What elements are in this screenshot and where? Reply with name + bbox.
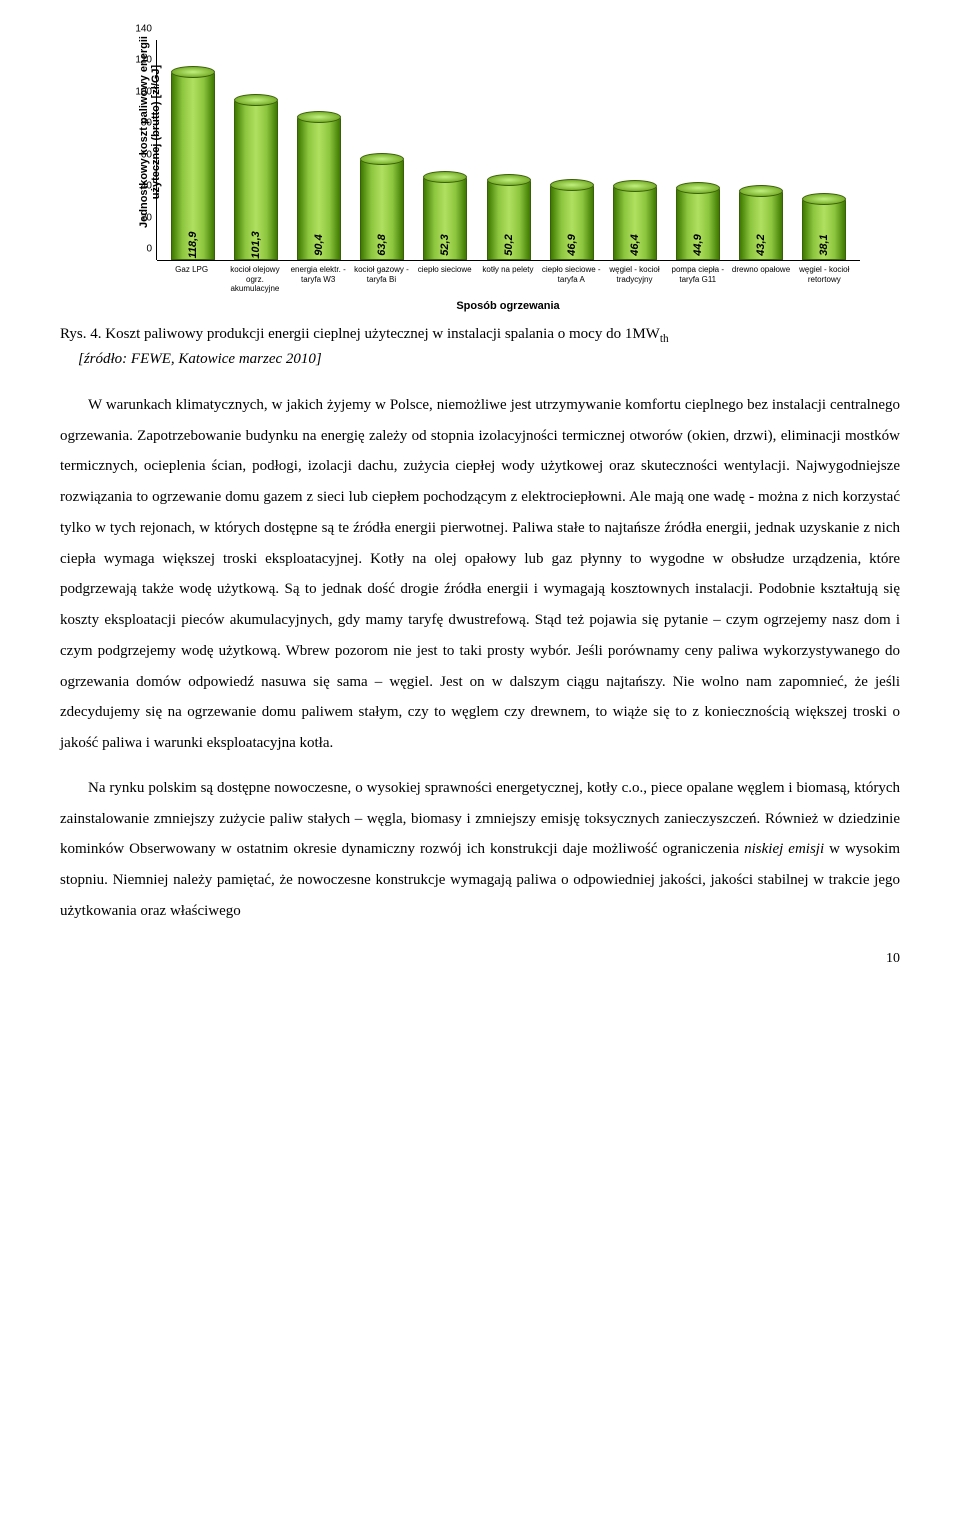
x-category-label: drewno opałowe (729, 265, 792, 294)
figure-caption: Rys. 4. Koszt paliwowy produkcji energii… (60, 326, 900, 345)
bar-slot: 63,8 (351, 40, 414, 260)
y-tick: 80 (141, 118, 152, 129)
bar: 43,2 (739, 190, 783, 260)
y-tick: 100 (135, 86, 152, 97)
x-category-label: węgiel - kocioł tradycyjny (603, 265, 666, 294)
y-axis: 020406080100120140 (128, 40, 157, 260)
y-axis-label-column: Jednostkowy koszt paliwowy energii użyte… (100, 40, 128, 261)
bar: 38,1 (802, 198, 846, 260)
bar-slot: 90,4 (287, 40, 350, 260)
bar-value-label: 44,9 (692, 234, 704, 255)
bar: 46,9 (550, 184, 594, 260)
bar-value-label: 43,2 (755, 234, 767, 255)
x-category-label: kocioł gazowy - taryfa Bi (350, 265, 413, 294)
x-category-label: węgiel - kocioł retortowy (793, 265, 856, 294)
plot-area: 118,9 101,3 90,4 63,8 52,3 50,2 46,9 46,4 44,9 43… (157, 40, 860, 261)
bar-value-label: 46,9 (566, 234, 578, 255)
y-tick: 140 (135, 24, 152, 35)
bar-value-label: 63,8 (376, 234, 388, 255)
bar-value-label: 38,1 (818, 234, 830, 255)
x-axis-title: Sposób ogrzewania (156, 300, 860, 312)
bar-slot: 118,9 (161, 40, 224, 260)
bar-slot: 101,3 (224, 40, 287, 260)
paragraph-2: Na rynku polskim są dostępne nowoczesne,… (60, 773, 900, 927)
bar-slot: 38,1 (793, 40, 856, 260)
x-category-label: ciepło sieciowe - taryfa A (540, 265, 603, 294)
x-category-label: pompa ciepła - taryfa G11 (666, 265, 729, 294)
paragraph-1: W warunkach klimatycznych, w jakich żyje… (60, 390, 900, 759)
figure-number: Rys. 4. (60, 326, 102, 342)
body-text: W warunkach klimatycznych, w jakich żyje… (60, 390, 900, 927)
x-category-label: Gaz LPG (160, 265, 223, 294)
bar: 90,4 (297, 116, 341, 260)
page-number: 10 (60, 951, 900, 967)
paragraph-2-emph: niskiej emisji (744, 841, 824, 857)
bar-slot: 43,2 (730, 40, 793, 260)
y-tick: 0 (146, 244, 152, 255)
figure-source: [źródło: FEWE, Katowice marzec 2010] (78, 351, 900, 368)
bar-slot: 44,9 (667, 40, 730, 260)
bar-value-label: 50,2 (503, 234, 515, 255)
figure-caption-text: Koszt paliwowy produkcji energii cieplne… (105, 326, 660, 342)
bar-chart: Jednostkowy koszt paliwowy energii użyte… (100, 40, 860, 312)
bar-value-label: 118,9 (187, 232, 199, 259)
figure-caption-sub: th (660, 333, 669, 345)
bar-value-label: 46,4 (629, 234, 641, 255)
bar-slot: 52,3 (414, 40, 477, 260)
x-category-label: energia elektr. - taryfa W3 (287, 265, 350, 294)
bar: 44,9 (676, 187, 720, 260)
bar: 52,3 (423, 176, 467, 260)
bar-value-label: 52,3 (439, 234, 451, 255)
y-tick: 40 (141, 181, 152, 192)
y-tick: 120 (135, 55, 152, 66)
bar: 101,3 (234, 99, 278, 260)
bar: 63,8 (360, 158, 404, 260)
bar-slot: 46,4 (603, 40, 666, 260)
y-tick: 20 (141, 212, 152, 223)
x-axis-labels: Gaz LPGkocioł olejowy ogrz. akumulacyjne… (156, 261, 860, 294)
x-category-label: kotły na pelety (476, 265, 539, 294)
x-category-label: kocioł olejowy ogrz. akumulacyjne (223, 265, 286, 294)
x-category-label: ciepło sieciowe (413, 265, 476, 294)
bar: 118,9 (171, 71, 215, 260)
bar-value-label: 101,3 (250, 231, 262, 259)
y-tick: 60 (141, 149, 152, 160)
bar: 46,4 (613, 185, 657, 260)
bar-slot: 50,2 (477, 40, 540, 260)
bar: 50,2 (487, 179, 531, 260)
bar-value-label: 90,4 (313, 234, 325, 255)
bar-slot: 46,9 (540, 40, 603, 260)
